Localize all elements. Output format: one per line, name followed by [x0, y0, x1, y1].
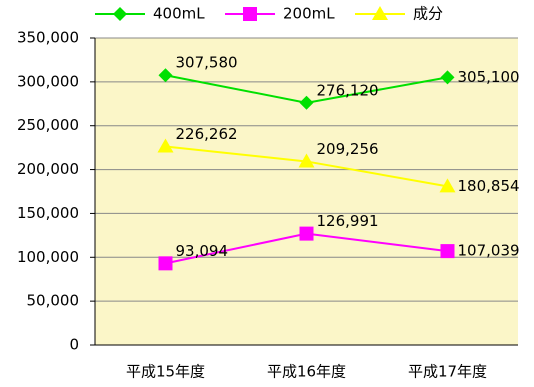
legend-label: 成分	[413, 5, 443, 23]
data-label: 180,854	[458, 177, 520, 195]
y-tick-label: 300,000	[17, 72, 79, 90]
y-tick-label: 50,000	[27, 292, 80, 310]
y-tick-label: 100,000	[17, 248, 79, 266]
x-tick-label: 平成17年度	[408, 363, 487, 381]
x-tick-label: 平成16年度	[267, 363, 346, 381]
legend-label: 400mL	[153, 5, 205, 23]
data-label: 107,039	[458, 242, 520, 260]
data-label: 93,094	[176, 242, 229, 260]
data-label: 307,580	[176, 54, 238, 72]
data-label: 305,100	[458, 68, 520, 86]
y-tick-label: 200,000	[17, 160, 79, 178]
marker	[440, 70, 455, 85]
x-tick-label: 平成15年度	[126, 363, 205, 381]
data-label: 126,991	[317, 212, 379, 230]
data-label: 226,262	[176, 125, 238, 143]
data-label: 276,120	[317, 81, 379, 99]
marker	[372, 6, 388, 20]
y-tick-label: 250,000	[17, 116, 79, 134]
data-label: 209,256	[317, 140, 379, 158]
marker	[158, 68, 173, 83]
marker	[243, 7, 257, 21]
marker	[299, 226, 314, 241]
legend-label: 200mL	[283, 5, 335, 23]
marker	[440, 244, 455, 259]
y-tick-label: 0	[69, 336, 79, 354]
marker	[158, 256, 173, 271]
marker	[298, 153, 315, 168]
y-tick-label: 350,000	[17, 29, 79, 47]
marker	[439, 178, 456, 193]
marker	[113, 7, 127, 21]
marker	[299, 95, 314, 110]
y-tick-label: 150,000	[17, 204, 79, 222]
marker	[157, 138, 174, 153]
